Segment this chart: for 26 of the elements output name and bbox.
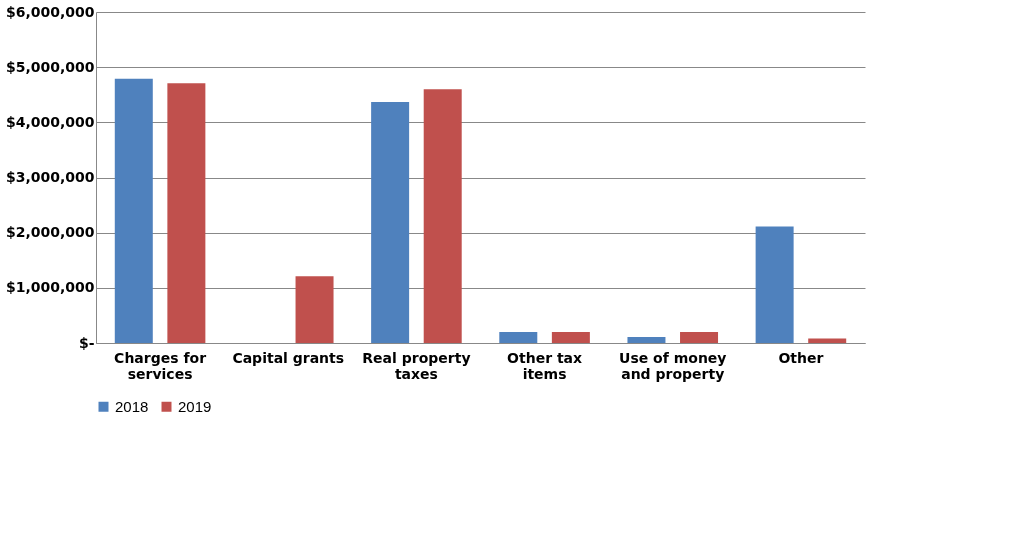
bar: [499, 331, 538, 343]
x-tick-label: Capital grants: [232, 349, 345, 366]
bar: [755, 226, 794, 343]
x-tick-label: Other tax items: [507, 349, 583, 382]
y-tick-label: $4,000,000: [5, 113, 95, 130]
legend-label: 2018: [115, 397, 149, 415]
x-tick-label: Use of money and property: [619, 349, 727, 382]
bar: [551, 331, 590, 343]
bar: [371, 101, 410, 343]
y-tick-label: $6,000,000: [5, 3, 95, 20]
bar: [295, 276, 334, 343]
bar: [680, 331, 719, 343]
bar: [167, 83, 206, 343]
y-tick-label: $2,000,000: [5, 224, 95, 241]
bar: [423, 89, 462, 343]
x-tick-label: Charges for services: [114, 349, 207, 382]
y-tick-label: $5,000,000: [5, 58, 95, 75]
y-tick-label: $1,000,000: [5, 279, 95, 296]
x-tick-label: Other: [778, 349, 824, 366]
x-tick-label: Real property taxes: [362, 349, 471, 382]
bar: [627, 336, 666, 343]
legend-label: 2019: [178, 397, 212, 415]
y-tick-label: $3,000,000: [5, 169, 95, 185]
bar: [114, 78, 153, 343]
bar: [808, 338, 847, 343]
y-tick-label: $-: [78, 334, 95, 351]
